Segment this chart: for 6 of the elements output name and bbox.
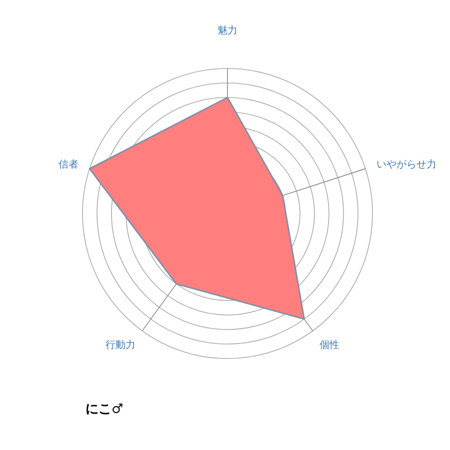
spoke-label: いやがらせ力 [376,158,436,171]
spoke-label: 信者 [58,158,79,171]
text: にこ♂ [86,402,124,417]
spoke-label: 行動力 [105,339,136,352]
spoke-label: 個性 [320,339,340,352]
spoke-label: 魅力 [218,24,238,37]
